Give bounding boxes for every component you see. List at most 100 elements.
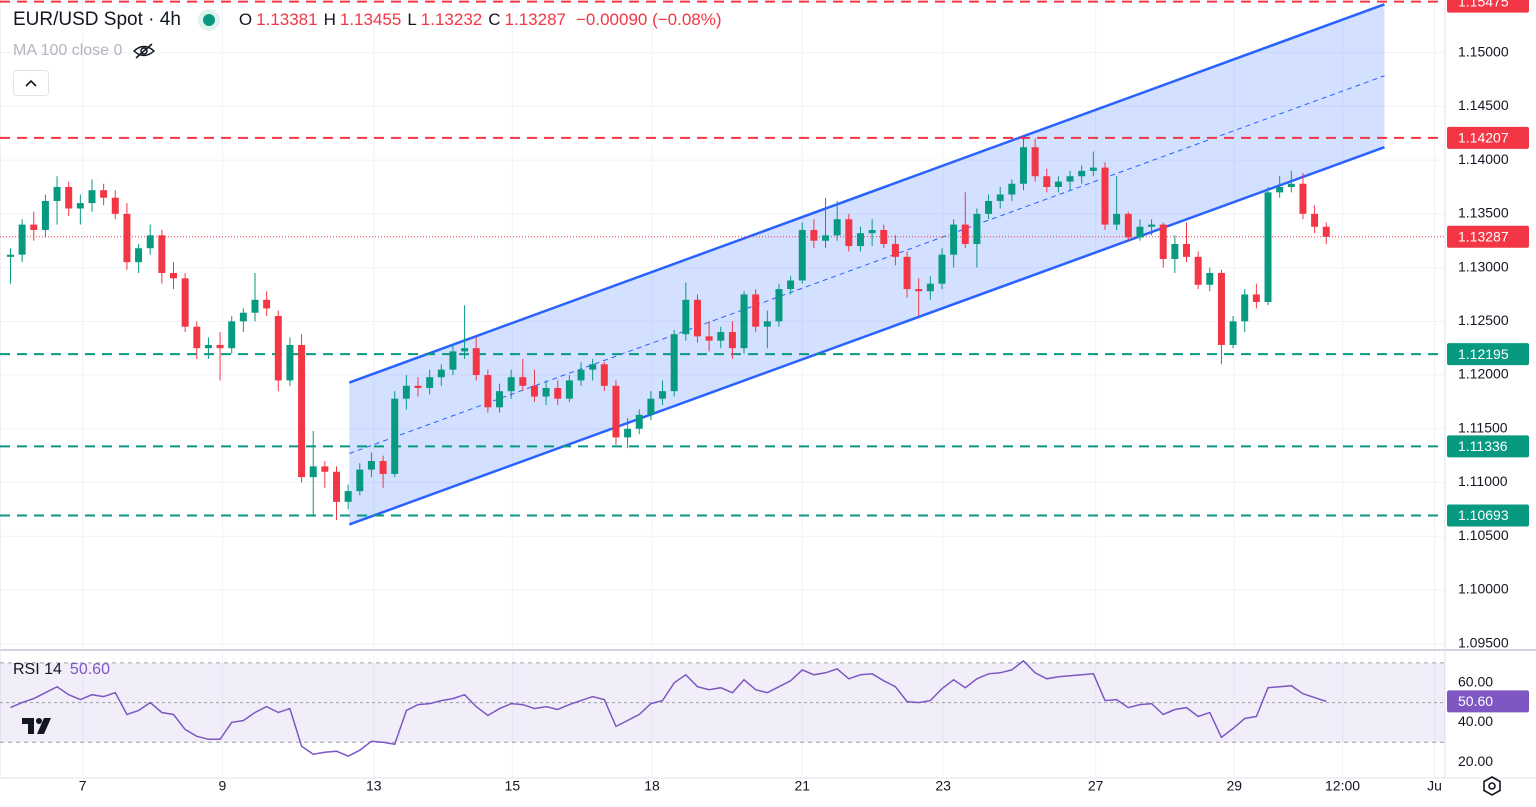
candle-body xyxy=(1148,224,1156,227)
candle-body xyxy=(30,224,38,230)
rsi-tick-label: 40.00 xyxy=(1458,713,1493,729)
candle-body xyxy=(670,334,678,392)
candle-body xyxy=(891,243,899,257)
candle-body xyxy=(798,229,806,281)
candle-body xyxy=(228,321,236,349)
candle-body xyxy=(88,190,96,204)
channel-upper xyxy=(348,3,1385,384)
candle-body xyxy=(1241,294,1249,322)
candle-body xyxy=(1008,183,1016,195)
ohlc-value: 1.13381 xyxy=(256,10,318,29)
y-tick-label: 1.12500 xyxy=(1458,312,1509,328)
y-tick-label: 1.13500 xyxy=(1458,205,1509,221)
candle-body xyxy=(344,491,352,502)
candle-body xyxy=(659,391,667,399)
hidden-icon[interactable] xyxy=(132,42,156,60)
candle-body xyxy=(624,428,632,438)
candle-body xyxy=(391,398,399,474)
x-tick-label: 9 xyxy=(218,778,226,794)
level-label: 1.12195 xyxy=(1458,346,1509,362)
candle-body xyxy=(717,332,725,341)
level-label: 1.15475 xyxy=(1458,0,1509,9)
candle-body xyxy=(682,299,690,335)
candle-body xyxy=(845,219,853,247)
candle-body xyxy=(449,351,457,370)
y-tick-label: 1.13000 xyxy=(1458,258,1509,274)
candle-body xyxy=(379,461,387,474)
candle-body xyxy=(321,466,329,472)
candle-body xyxy=(693,299,701,337)
candle-body xyxy=(554,387,562,399)
x-tick-label: 29 xyxy=(1226,778,1242,794)
candle-body xyxy=(251,299,259,313)
candle-body xyxy=(868,229,876,234)
candle-body xyxy=(1299,183,1307,214)
candle-body xyxy=(1287,183,1295,187)
candle-body xyxy=(822,235,830,241)
x-tick-label: 13 xyxy=(366,778,382,794)
channel-median xyxy=(349,75,1385,454)
x-tick-label: Ju xyxy=(1427,778,1442,794)
ohlc-value: 1.13287 xyxy=(504,10,566,29)
candle-body xyxy=(76,203,84,209)
tv-logo-dot xyxy=(36,718,42,724)
candle-body xyxy=(53,186,61,201)
candle-body xyxy=(903,256,911,290)
y-tick-label: 1.15000 xyxy=(1458,43,1509,59)
candle-body xyxy=(810,229,818,241)
candle-body xyxy=(985,200,993,214)
candle-body xyxy=(193,326,201,349)
indicator-legend: MA 100 close 0 xyxy=(13,42,156,60)
candle-body xyxy=(1136,226,1144,238)
candle-body xyxy=(833,219,841,236)
indicator-name[interactable]: MA 100 close 0 xyxy=(13,42,123,59)
candle-body xyxy=(1183,243,1190,257)
x-tick-label: 7 xyxy=(79,778,87,794)
level-box xyxy=(1447,343,1529,366)
candle-body xyxy=(309,466,317,478)
candle-body xyxy=(612,385,620,438)
candle-body xyxy=(996,194,1004,201)
level-label: 1.11336 xyxy=(1458,438,1508,454)
settings-icon-center xyxy=(1488,782,1496,790)
x-tick-label: 15 xyxy=(505,778,521,794)
tv-logo xyxy=(22,718,51,734)
candle-body xyxy=(472,348,480,376)
market-status xyxy=(202,14,215,26)
candle-body xyxy=(647,398,655,415)
candle-body xyxy=(356,469,364,492)
candle-body xyxy=(1217,272,1225,345)
y-tick-label: 1.11000 xyxy=(1458,473,1508,489)
y-tick-label: 1.10000 xyxy=(1458,581,1509,597)
candle-body xyxy=(100,190,108,198)
y-tick-label: 1.11500 xyxy=(1458,419,1508,435)
candle-body xyxy=(333,471,340,502)
candle-body xyxy=(204,344,212,349)
candle-body xyxy=(1043,176,1051,187)
candle-body xyxy=(973,213,981,244)
candle-body xyxy=(1066,176,1074,182)
candle-body xyxy=(18,224,26,255)
settings-icon xyxy=(1483,776,1501,796)
candle-body xyxy=(1171,243,1179,259)
collapse-button[interactable] xyxy=(13,70,49,96)
candle-body xyxy=(484,375,492,408)
candle-body xyxy=(915,289,923,292)
rsi-name[interactable]: RSI 14 xyxy=(13,661,62,678)
settings-button[interactable] xyxy=(1483,776,1501,796)
candle-body xyxy=(775,289,783,322)
candle-body xyxy=(1159,224,1167,259)
candle-body xyxy=(1101,167,1109,225)
level-box xyxy=(1447,435,1529,458)
rsi-tick-label: 20.00 xyxy=(1458,753,1493,769)
level-label: 1.14207 xyxy=(1458,130,1509,146)
channel-lower xyxy=(348,146,1385,526)
symbol-title[interactable]: EUR/USD Spot · 4h xyxy=(13,9,181,30)
y-tick-label: 1.09500 xyxy=(1458,634,1509,650)
ohlc-value: 1.13232 xyxy=(420,10,483,29)
candle-body xyxy=(1229,321,1237,345)
candle-body xyxy=(1020,147,1027,184)
rsi-line xyxy=(10,659,1327,758)
candle-body xyxy=(1089,167,1097,171)
candle-body xyxy=(787,280,795,290)
